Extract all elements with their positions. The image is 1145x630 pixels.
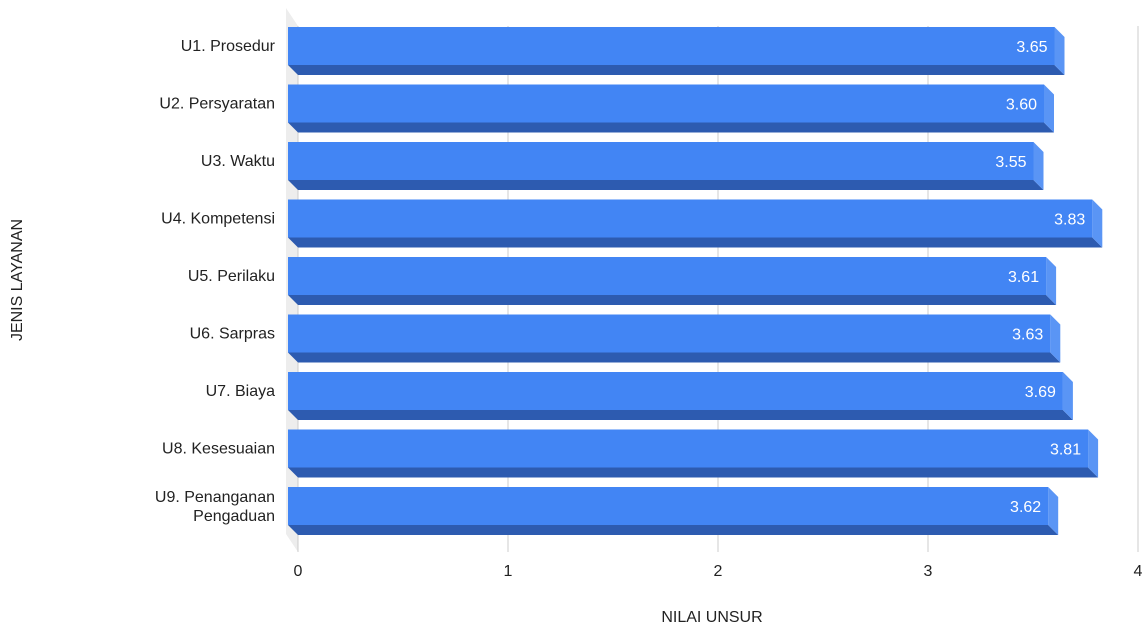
bars: 3.65 3.60 3.55 3.83 3.61 3.63 3.69 3.81 3.62 bbox=[288, 27, 1102, 535]
bar-front-face bbox=[288, 487, 1048, 525]
category-label: U3. Waktu bbox=[201, 153, 275, 170]
bar-bottom-face bbox=[288, 410, 1073, 420]
category-label: Pengaduan bbox=[193, 508, 275, 525]
bar-front-face bbox=[288, 257, 1046, 295]
bar: 3.63 bbox=[288, 315, 1060, 363]
x-tick-label: 3 bbox=[924, 563, 933, 580]
bar: 3.61 bbox=[288, 257, 1056, 305]
bar-value-label: 3.81 bbox=[1050, 442, 1081, 459]
bar-value-label: 3.65 bbox=[1016, 39, 1047, 56]
bar-bottom-face bbox=[288, 468, 1098, 478]
x-tick-label: 0 bbox=[294, 563, 303, 580]
category-label: U7. Biaya bbox=[206, 383, 275, 400]
y-axis-title: JENIS LAYANAN bbox=[9, 219, 26, 341]
bar: 3.83 bbox=[288, 200, 1102, 248]
category-label: U2. Persyaratan bbox=[159, 96, 275, 113]
bar-bottom-face bbox=[288, 238, 1102, 248]
bar-front-face bbox=[288, 85, 1044, 123]
bar-bottom-face bbox=[288, 525, 1058, 535]
category-label: U6. Sarpras bbox=[190, 326, 275, 343]
bar-bottom-face bbox=[288, 123, 1054, 133]
bar-bottom-face bbox=[288, 65, 1065, 75]
x-tick-label: 1 bbox=[504, 563, 513, 580]
bar: 3.69 bbox=[288, 372, 1073, 420]
bar-bottom-face bbox=[288, 180, 1044, 190]
bar-value-label: 3.62 bbox=[1010, 499, 1041, 516]
category-label: U5. Perilaku bbox=[188, 268, 275, 285]
bar: 3.62 bbox=[288, 487, 1058, 535]
x-tick-labels: 0 1 2 3 4 bbox=[294, 563, 1143, 580]
bar: 3.60 bbox=[288, 85, 1054, 133]
bar-front-face bbox=[288, 200, 1092, 238]
bar-value-label: 3.61 bbox=[1008, 269, 1039, 286]
bar-bottom-face bbox=[288, 353, 1060, 363]
x-tick-label: 2 bbox=[714, 563, 723, 580]
bar-bottom-face bbox=[288, 295, 1056, 305]
bar-front-face bbox=[288, 315, 1050, 353]
bar-front-face bbox=[288, 142, 1034, 180]
x-axis-title: NILAI UNSUR bbox=[661, 609, 762, 625]
x-tick-label: 4 bbox=[1134, 563, 1143, 580]
bar: 3.55 bbox=[288, 142, 1044, 190]
bar: 3.65 bbox=[288, 27, 1065, 75]
bar-value-label: 3.63 bbox=[1012, 327, 1043, 344]
bar: 3.81 bbox=[288, 430, 1098, 478]
bar-front-face bbox=[288, 27, 1055, 65]
bar-value-label: 3.69 bbox=[1025, 384, 1056, 401]
bar-value-label: 3.60 bbox=[1006, 97, 1037, 114]
bar-front-face bbox=[288, 372, 1063, 410]
category-label: U1. Prosedur bbox=[181, 38, 276, 55]
bar-value-label: 3.83 bbox=[1054, 212, 1085, 229]
category-label: U4. Kompetensi bbox=[161, 211, 275, 228]
bar-value-label: 3.55 bbox=[995, 154, 1026, 171]
category-labels: U1. Prosedur U2. Persyaratan U3. Waktu U4. … bbox=[155, 38, 276, 525]
bar-front-face bbox=[288, 430, 1088, 468]
category-label: U9. Penanganan bbox=[155, 489, 275, 506]
category-label: U8. Kesesuaian bbox=[162, 441, 275, 458]
